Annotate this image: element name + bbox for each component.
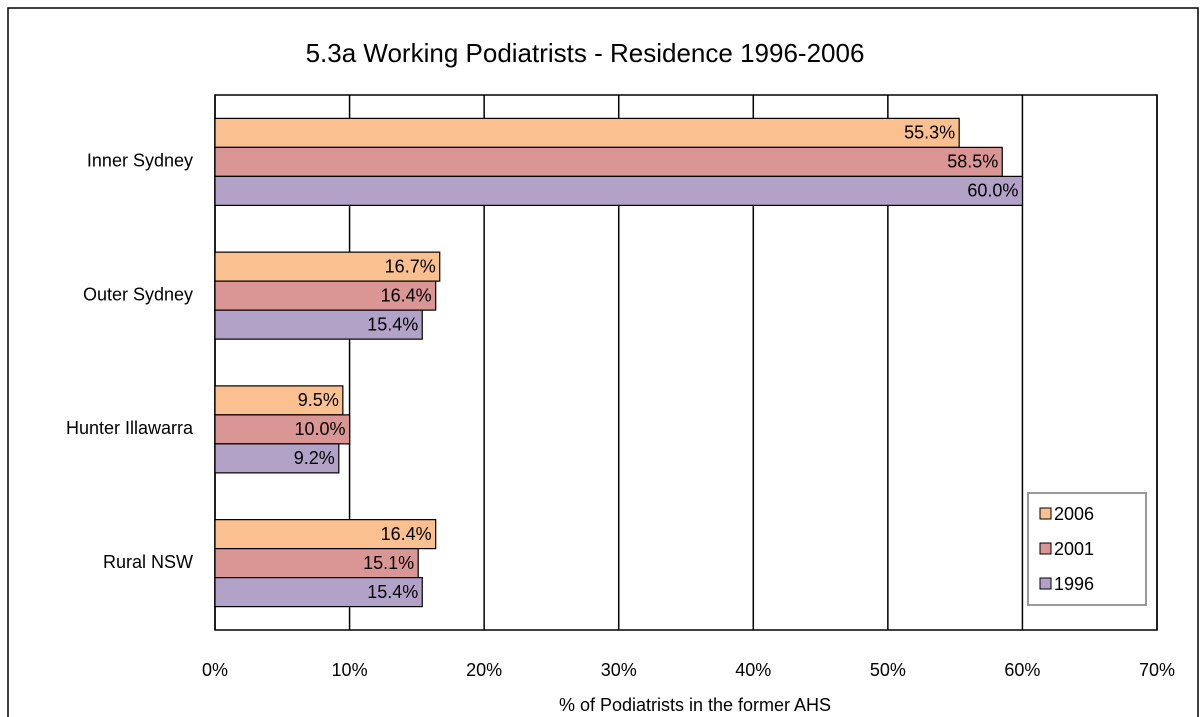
bar: [214, 117, 960, 148]
data-label: 60.0%: [967, 181, 1018, 201]
data-label: 55.3%: [904, 123, 955, 143]
x-tick-label: 30%: [601, 660, 637, 680]
legend-swatch: [1039, 577, 1052, 590]
data-label: 16.7%: [385, 256, 436, 276]
data-label: 16.4%: [381, 285, 432, 305]
x-tick-label: 70%: [1139, 660, 1175, 680]
data-label: 15.4%: [367, 314, 418, 334]
bar: [214, 548, 419, 579]
chart-title: 5.3a Working Podiatrists - Residence 199…: [306, 38, 865, 68]
x-axis-label: % of Podiatrists in the former AHS: [559, 695, 831, 715]
legend-swatch: [1039, 542, 1052, 555]
bar: [214, 519, 437, 550]
data-label: 9.2%: [294, 448, 335, 468]
data-label: 58.5%: [947, 152, 998, 172]
legend-label: 2001: [1054, 539, 1094, 559]
data-label: 16.4%: [381, 524, 432, 544]
data-label: 10.0%: [295, 419, 346, 439]
legend-label: 1996: [1054, 574, 1094, 594]
legend-swatch: [1039, 507, 1052, 520]
bar: [214, 309, 423, 340]
bar: [214, 251, 441, 282]
x-tick-label: 0%: [202, 660, 228, 680]
x-tick-label: 60%: [1004, 660, 1040, 680]
x-tick-label: 20%: [466, 660, 502, 680]
x-tick-label: 40%: [735, 660, 771, 680]
bar: [214, 443, 340, 474]
x-tick-label: 10%: [332, 660, 368, 680]
y-tick-label: Rural NSW: [103, 552, 193, 572]
y-tick-label: Inner Sydney: [87, 151, 193, 171]
data-label: 15.4%: [367, 582, 418, 602]
x-tick-label: 50%: [870, 660, 906, 680]
y-tick-label: Outer Sydney: [83, 284, 193, 304]
legend-label: 2006: [1054, 504, 1094, 524]
data-label: 15.1%: [363, 553, 414, 573]
bar: [214, 577, 423, 608]
y-tick-label: Hunter Illawarra: [66, 418, 194, 438]
bar: [214, 175, 1024, 206]
data-label: 9.5%: [298, 390, 339, 410]
bar: [214, 146, 1003, 177]
